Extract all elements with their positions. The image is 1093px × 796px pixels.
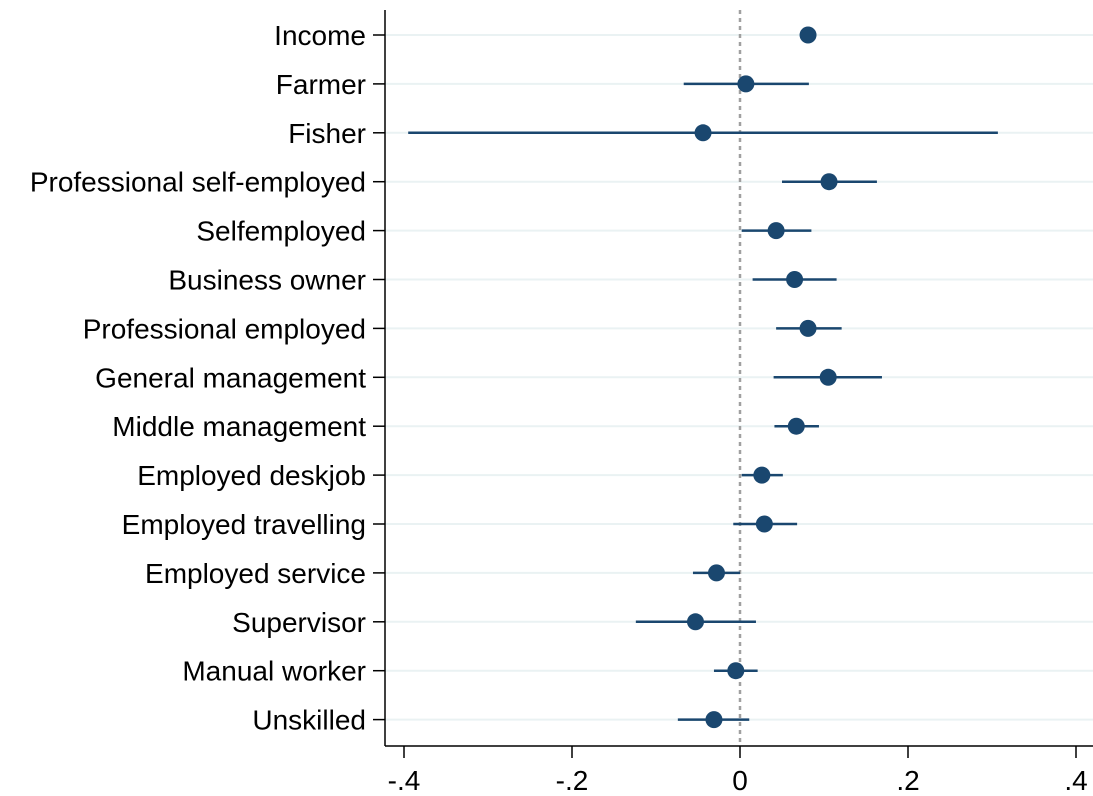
category-label: Selfemployed — [196, 216, 366, 247]
point-estimate — [799, 26, 817, 44]
category-label: General management — [95, 362, 366, 393]
point-estimate — [753, 466, 771, 484]
x-tick-label: 0 — [732, 765, 748, 796]
category-label: Employed service — [145, 558, 366, 589]
axes — [373, 10, 1093, 758]
category-label: Farmer — [276, 69, 366, 100]
labels: Income Farmer Fisher Professional self-empl… — [30, 20, 1088, 796]
x-tick-label: .4 — [1064, 765, 1087, 796]
point-estimate — [686, 613, 704, 631]
gridlines — [385, 34, 1093, 721]
point-estimate — [705, 711, 723, 729]
point-estimate — [819, 368, 837, 386]
category-label: Employed travelling — [122, 509, 366, 540]
category-label: Middle management — [112, 411, 366, 442]
category-label: Manual worker — [182, 656, 366, 687]
point-estimate — [694, 124, 712, 142]
category-label: Employed deskjob — [137, 460, 366, 491]
point-estimate — [767, 222, 785, 240]
category-label: Professional employed — [83, 313, 366, 344]
x-tick-label: -.4 — [388, 765, 421, 796]
point-estimate — [737, 75, 755, 93]
category-label: Professional self-employed — [30, 167, 366, 198]
category-label: Business owner — [168, 265, 366, 296]
category-label: Income — [274, 20, 366, 51]
point-estimate — [787, 417, 805, 435]
category-label: Unskilled — [252, 705, 366, 736]
point-estimate — [755, 515, 773, 533]
point-estimate — [707, 564, 725, 582]
category-label: Fisher — [288, 118, 366, 149]
x-tick-label: .2 — [896, 765, 919, 796]
point-estimate — [799, 319, 817, 337]
point-estimate — [820, 173, 838, 191]
x-tick-label: -.2 — [556, 765, 589, 796]
category-label: Supervisor — [232, 607, 366, 638]
point-estimate — [727, 662, 745, 680]
point-estimate — [786, 271, 804, 288]
point-estimates — [686, 26, 838, 729]
